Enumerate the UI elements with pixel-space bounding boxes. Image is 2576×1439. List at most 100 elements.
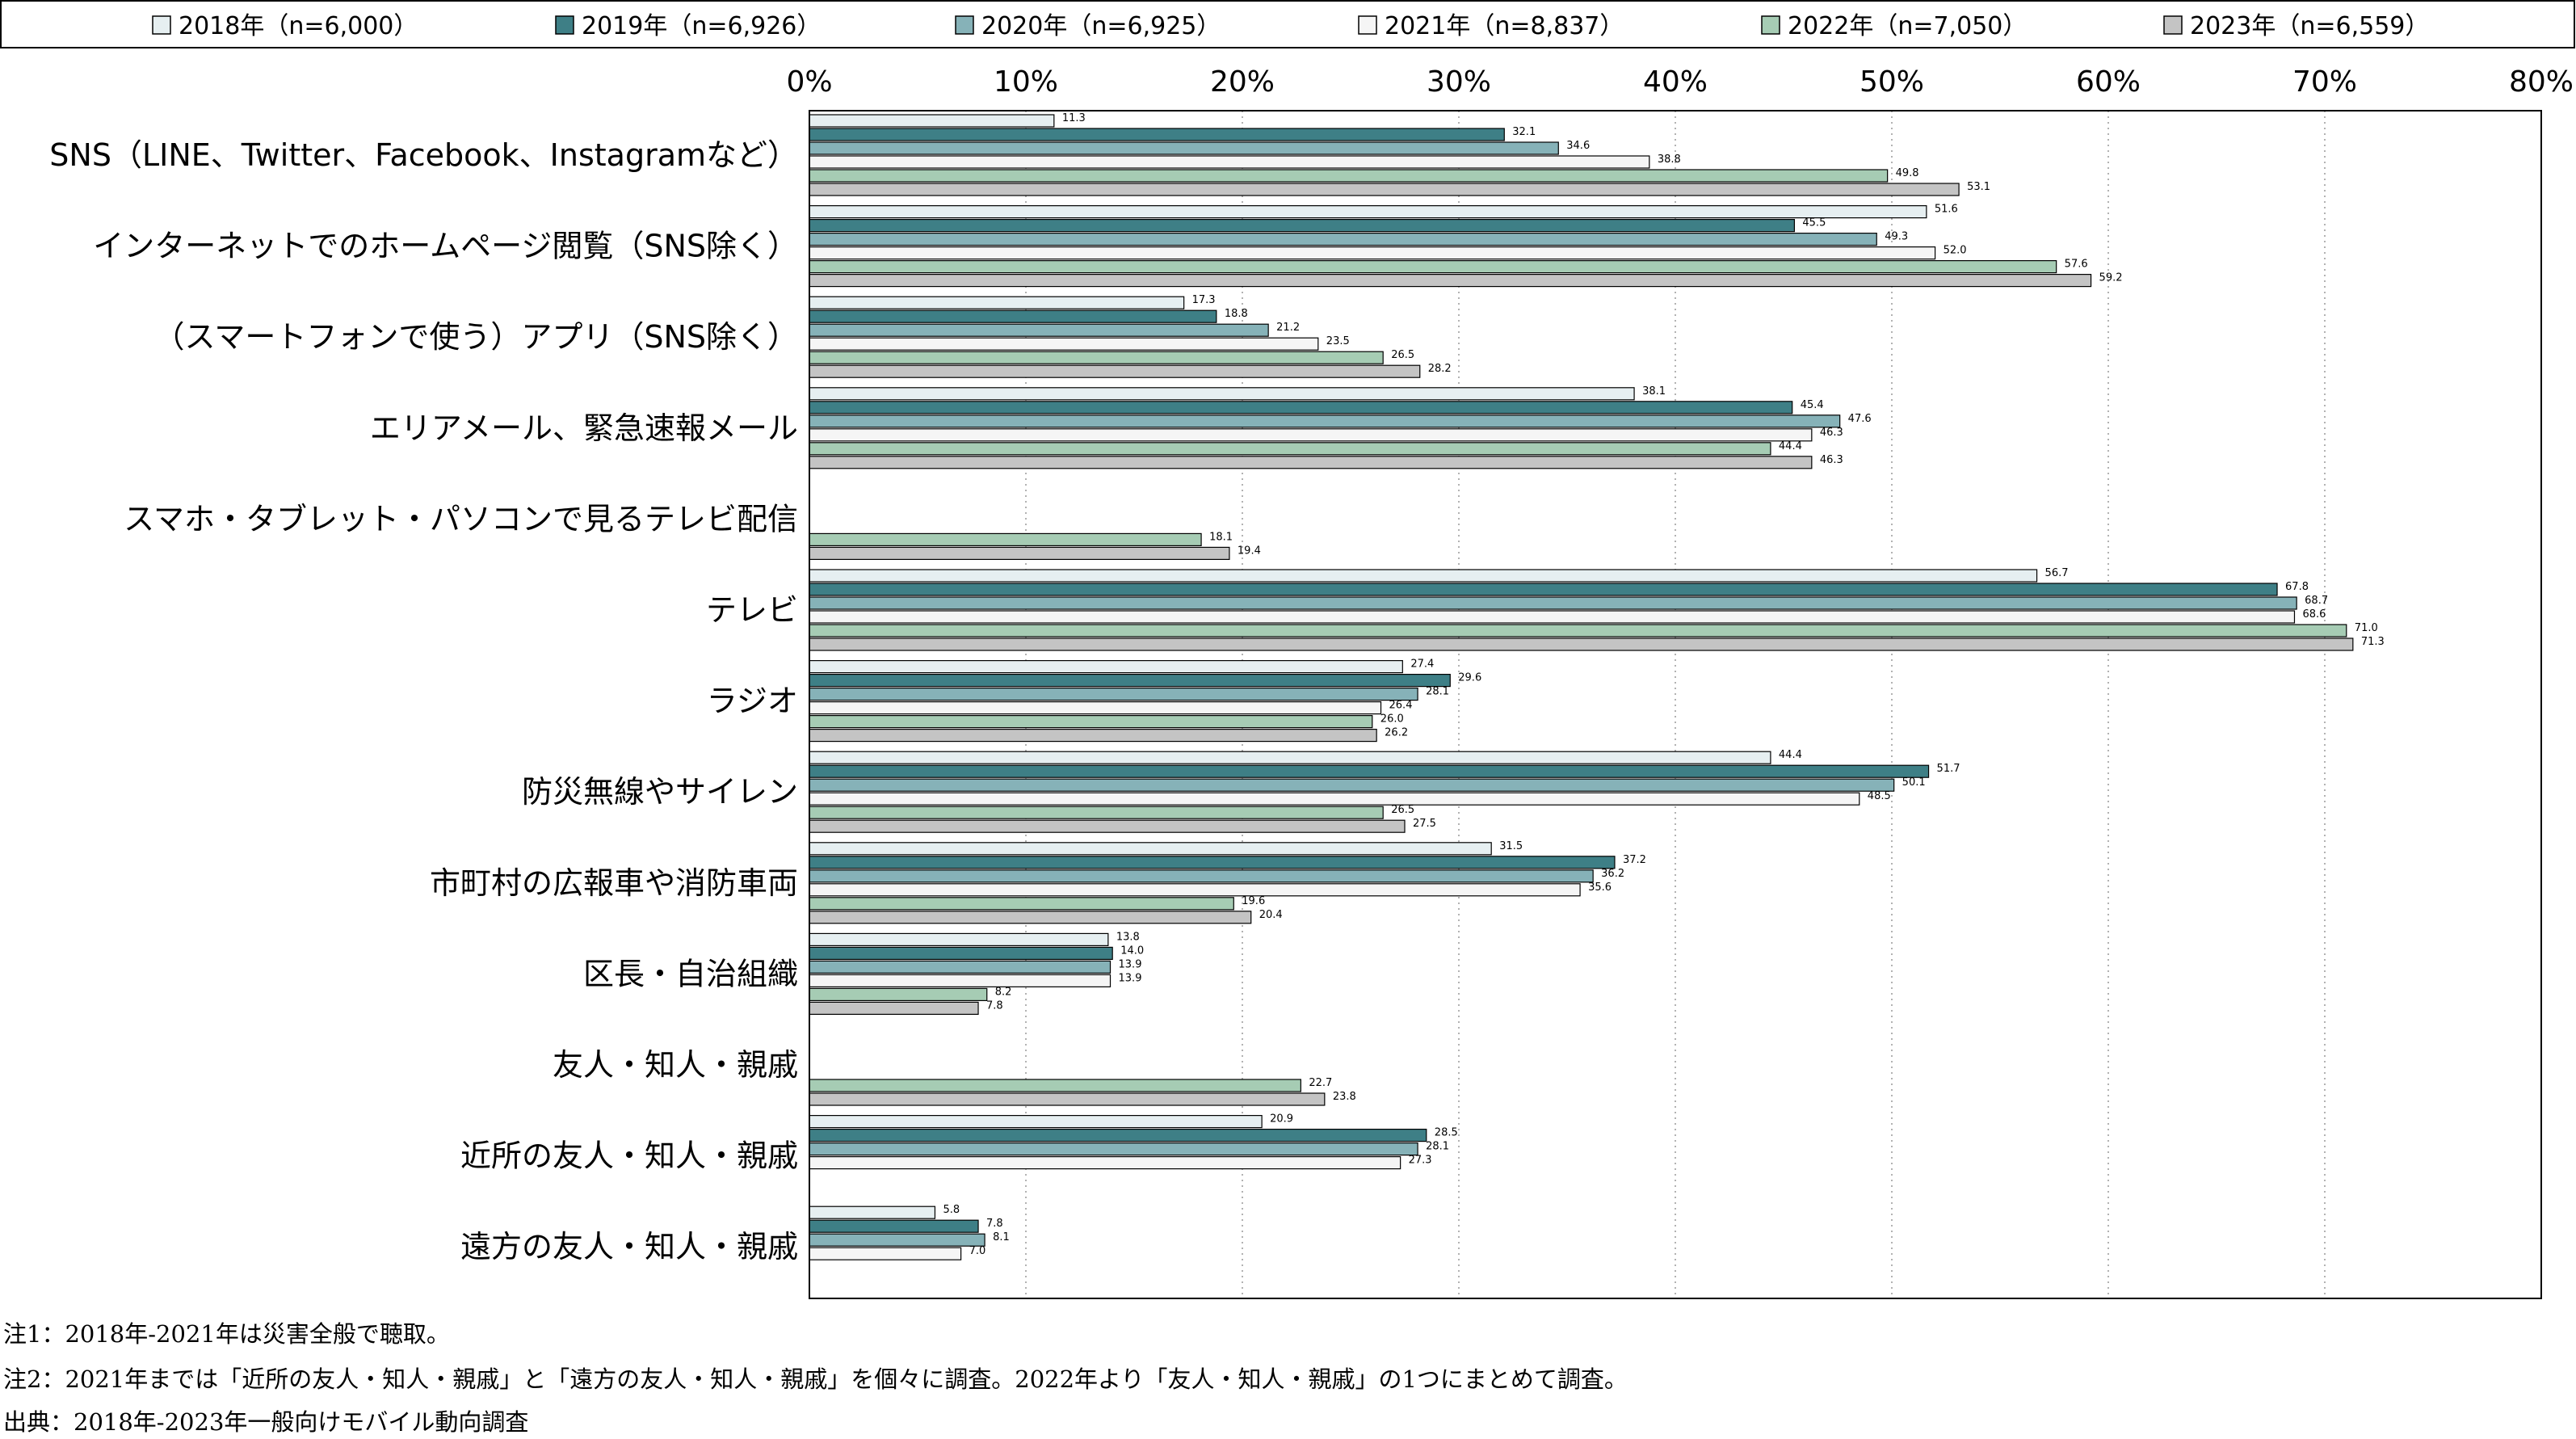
bar-3-5 bbox=[809, 456, 1813, 469]
source-note: 出典：2018年-2023年一般向けモバイル動向調査 bbox=[3, 1408, 529, 1436]
bar-0-0 bbox=[809, 114, 1055, 128]
bar-8-3 bbox=[809, 883, 1581, 897]
data-label-1-1: 45.5 bbox=[1802, 217, 1826, 229]
bar-0-1 bbox=[809, 128, 1505, 141]
bar-1-4 bbox=[809, 260, 2057, 274]
data-label-4-5: 19.4 bbox=[1238, 545, 1261, 557]
data-label-3-2: 47.6 bbox=[1848, 413, 1872, 425]
category-label-3: エリアメール、緊急速報メール bbox=[370, 410, 798, 446]
bar-5-2 bbox=[809, 596, 2297, 610]
category-label-4: スマホ・タブレット・パソコンで見るテレビ配信 bbox=[124, 501, 798, 536]
data-label-9-1: 14.0 bbox=[1120, 945, 1144, 957]
data-label-5-1: 67.8 bbox=[2285, 581, 2309, 593]
bar-5-3 bbox=[809, 610, 2296, 624]
data-labels: 11.3 32.1 34.6 38.8 49.8 53.1 51.6 45.5 49.3 52.0… bbox=[943, 112, 2384, 1257]
data-label-2-1: 18.8 bbox=[1225, 308, 1248, 320]
data-label-1-0: 51.6 bbox=[1935, 204, 1958, 216]
data-label-0-4: 49.8 bbox=[1896, 167, 1919, 179]
bar-6-5 bbox=[809, 728, 1377, 743]
category-label-6: ラジオ bbox=[707, 684, 798, 719]
data-label-9-2: 13.9 bbox=[1119, 958, 1142, 970]
data-label-8-3: 35.6 bbox=[1588, 881, 1612, 894]
data-label-10-4: 22.7 bbox=[1309, 1077, 1332, 1089]
x-tick-label-6: 60% bbox=[2076, 65, 2141, 99]
bar-4-4 bbox=[809, 532, 1202, 547]
data-label-6-5: 26.2 bbox=[1385, 727, 1408, 739]
x-tick-label-5: 50% bbox=[1860, 65, 1924, 99]
data-label-6-4: 26.0 bbox=[1380, 713, 1404, 726]
data-label-7-3: 48.5 bbox=[1868, 790, 1891, 802]
bar-2-0 bbox=[809, 296, 1185, 309]
data-label-6-0: 27.4 bbox=[1410, 658, 1434, 671]
data-label-4-4: 18.1 bbox=[1209, 531, 1233, 543]
plot-frame bbox=[809, 110, 2542, 1299]
bar-3-4 bbox=[809, 442, 1771, 456]
bar-1-1 bbox=[809, 219, 1796, 233]
category-label-8: 市町村の広報車や消防車両 bbox=[430, 865, 798, 901]
legend-swatch-0 bbox=[152, 15, 171, 35]
data-label-11-3: 27.3 bbox=[1409, 1155, 1432, 1167]
data-label-12-3: 7.0 bbox=[969, 1245, 986, 1257]
bar-7-0 bbox=[809, 751, 1771, 764]
data-label-11-0: 20.9 bbox=[1270, 1113, 1293, 1126]
legend-swatch-4 bbox=[1761, 15, 1780, 35]
legend-label-3: 2021年（n=8,837） bbox=[1385, 12, 1624, 40]
bar-8-2 bbox=[809, 869, 1594, 883]
bar-1-5 bbox=[809, 274, 2092, 288]
bar-3-2 bbox=[809, 414, 1841, 428]
data-label-6-3: 26.4 bbox=[1389, 700, 1413, 712]
data-label-7-4: 26.5 bbox=[1391, 804, 1414, 816]
bar-8-1 bbox=[809, 856, 1616, 869]
bar-3-3 bbox=[809, 428, 1813, 442]
bar-11-3 bbox=[809, 1155, 1401, 1170]
data-label-2-3: 23.5 bbox=[1326, 335, 1350, 347]
bar-6-0 bbox=[809, 659, 1403, 674]
bar-2-1 bbox=[809, 309, 1217, 323]
data-label-7-1: 51.7 bbox=[1937, 763, 1960, 775]
data-label-7-0: 44.4 bbox=[1779, 749, 1802, 761]
category-label-1: インターネットでのホームページ閲覧（SNS除く） bbox=[93, 229, 798, 264]
bar-9-4 bbox=[809, 987, 988, 1002]
bar-4-5 bbox=[809, 546, 1230, 561]
bar-7-1 bbox=[809, 764, 1930, 778]
bar-8-5 bbox=[809, 911, 1252, 924]
x-tick-label-2: 20% bbox=[1210, 65, 1275, 99]
legend-swatch-2 bbox=[955, 15, 974, 35]
note-2: 注2：2021年までは「近所の友人・知人・親戚」と「遠方の友人・知人・親戚」を個… bbox=[3, 1365, 1628, 1393]
bar-11-0 bbox=[809, 1114, 1263, 1129]
data-label-11-1: 28.5 bbox=[1435, 1127, 1458, 1139]
bar-3-0 bbox=[809, 387, 1635, 401]
data-label-5-4: 71.0 bbox=[2355, 622, 2378, 634]
x-tick-label-4: 40% bbox=[1643, 65, 1708, 99]
bar-5-5 bbox=[809, 637, 2354, 651]
bar-2-5 bbox=[809, 364, 1421, 378]
data-label-11-2: 28.1 bbox=[1426, 1141, 1449, 1153]
x-tick-label-0: 0% bbox=[786, 65, 832, 99]
data-label-0-1: 32.1 bbox=[1512, 126, 1536, 138]
data-label-3-4: 44.4 bbox=[1779, 440, 1802, 452]
data-label-7-2: 50.1 bbox=[1902, 776, 1926, 789]
data-label-2-2: 21.2 bbox=[1276, 322, 1300, 334]
category-label-0: SNS（LINE、Twitter、Facebook、Instagramなど） bbox=[49, 137, 798, 173]
category-label-5: テレビ bbox=[706, 592, 798, 628]
bar-5-4 bbox=[809, 624, 2347, 637]
data-label-5-0: 56.7 bbox=[2045, 567, 2069, 579]
data-label-8-0: 31.5 bbox=[1499, 840, 1523, 852]
data-label-3-5: 46.3 bbox=[1820, 454, 1843, 466]
bars bbox=[809, 114, 2354, 1260]
data-label-10-5: 23.8 bbox=[1333, 1091, 1356, 1103]
data-label-6-2: 28.1 bbox=[1426, 686, 1449, 698]
category-label-7: 防災無線やサイレン bbox=[522, 774, 798, 810]
bar-12-1 bbox=[809, 1219, 979, 1233]
bar-10-4 bbox=[809, 1079, 1301, 1092]
bar-7-2 bbox=[809, 778, 1895, 792]
legend: 2018年（n=6,000） 2019年（n=6,926） 2020年（n=6,92… bbox=[152, 12, 2429, 40]
bar-0-3 bbox=[809, 155, 1650, 169]
data-label-12-0: 5.8 bbox=[943, 1204, 960, 1216]
bar-5-0 bbox=[809, 569, 2038, 583]
data-label-2-4: 26.5 bbox=[1391, 349, 1414, 361]
data-label-9-3: 13.9 bbox=[1119, 972, 1142, 984]
bar-2-3 bbox=[809, 337, 1319, 351]
